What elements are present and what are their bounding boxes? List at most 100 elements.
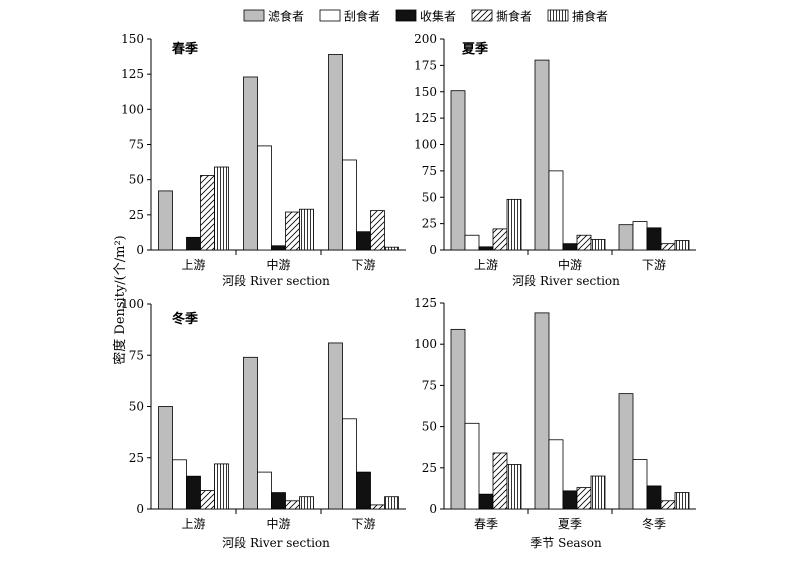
bar [590, 239, 606, 251]
x-axis-label: 河段 River section [222, 273, 330, 288]
bar [492, 228, 508, 251]
bar [464, 234, 480, 251]
legend-item: 撕食者 [471, 9, 532, 24]
bar [506, 464, 522, 510]
legend-item: 刮食者 [319, 9, 380, 24]
legend-swatch [547, 9, 569, 22]
y-tick-label: 75 [129, 348, 144, 362]
panel-title: 春季 [171, 41, 198, 57]
x-tick-label: 上游 [181, 258, 205, 272]
bar [200, 175, 215, 251]
y-tick-label: 0 [429, 502, 437, 516]
bar [285, 211, 300, 251]
bar [356, 231, 371, 251]
bar [158, 190, 173, 251]
y-tick-label: 75 [129, 138, 144, 152]
bar [618, 393, 634, 510]
legend-swatch [471, 9, 493, 22]
legend-item: 捕食者 [547, 9, 608, 24]
bar [492, 452, 508, 510]
bar [646, 485, 662, 510]
bar [285, 500, 300, 510]
y-tick-label: 200 [414, 32, 437, 46]
bar [200, 490, 215, 510]
bar [646, 227, 662, 251]
y-tick-label: 150 [414, 85, 437, 99]
x-axis-label: 季节 Season [530, 536, 602, 550]
x-axis-label: 河段 River section [512, 273, 620, 288]
bar [534, 312, 550, 510]
bar [186, 236, 201, 251]
legend-label: 撕食者 [496, 9, 532, 24]
panel-title: 冬季 [172, 311, 198, 327]
bar [328, 342, 343, 510]
bar [214, 463, 229, 510]
y-tick-label: 175 [414, 58, 437, 72]
legend-label: 滤食者 [268, 9, 304, 24]
y-tick-label: 75 [422, 378, 437, 392]
bar [450, 328, 466, 510]
bar [674, 240, 690, 251]
bar [257, 471, 272, 510]
y-tick-label: 75 [422, 164, 437, 178]
bar [590, 475, 606, 510]
x-tick-label: 春季 [474, 517, 498, 531]
bar [632, 459, 648, 510]
bar [478, 246, 494, 251]
y-axis-label: 密度 Density/(个/m²) [112, 235, 128, 364]
x-tick-label: 冬季 [642, 516, 666, 531]
y-tick-label: 100 [414, 138, 437, 152]
y-tick-label: 150 [121, 32, 144, 46]
bar [632, 221, 648, 251]
bar [271, 492, 286, 510]
legend-item: 滤食者 [243, 9, 304, 24]
bar [660, 500, 676, 510]
y-tick-label: 50 [422, 420, 437, 434]
legend-swatch [395, 9, 417, 22]
bar [158, 406, 173, 510]
bar [464, 422, 480, 510]
x-tick-label: 上游 [181, 517, 205, 531]
y-tick-label: 125 [414, 111, 437, 125]
y-tick-label: 0 [136, 243, 144, 257]
bar [506, 198, 522, 251]
bar [576, 487, 592, 510]
x-tick-label: 中游 [266, 516, 290, 531]
y-tick-label: 50 [129, 400, 144, 414]
bar [186, 475, 201, 510]
bar [356, 471, 371, 510]
y-tick-label: 50 [422, 190, 437, 204]
x-tick-label: 夏季 [558, 517, 582, 531]
bar [243, 356, 258, 510]
legend-label: 捕食者 [572, 9, 608, 24]
bar [328, 54, 343, 251]
legend-swatch [243, 9, 265, 22]
y-tick-label: 50 [129, 173, 144, 187]
y-tick-label: 25 [129, 208, 144, 222]
y-tick-label: 100 [121, 102, 144, 116]
y-tick-label: 0 [429, 243, 437, 257]
bar [370, 504, 385, 510]
x-tick-label: 下游 [351, 258, 375, 272]
y-tick-label: 125 [121, 67, 144, 81]
legend-label: 刮食者 [344, 9, 380, 24]
y-tick-label: 25 [422, 217, 437, 231]
x-tick-label: 中游 [266, 257, 290, 272]
bar [576, 234, 592, 251]
y-tick-label: 125 [414, 296, 437, 310]
bar [674, 492, 690, 510]
bar [342, 418, 357, 510]
y-tick-label: 100 [414, 337, 437, 351]
bar [214, 166, 229, 251]
bar [534, 59, 550, 251]
x-tick-label: 中游 [558, 257, 582, 272]
y-tick-label: 100 [121, 297, 144, 311]
bar [548, 170, 564, 251]
bar [342, 159, 357, 251]
